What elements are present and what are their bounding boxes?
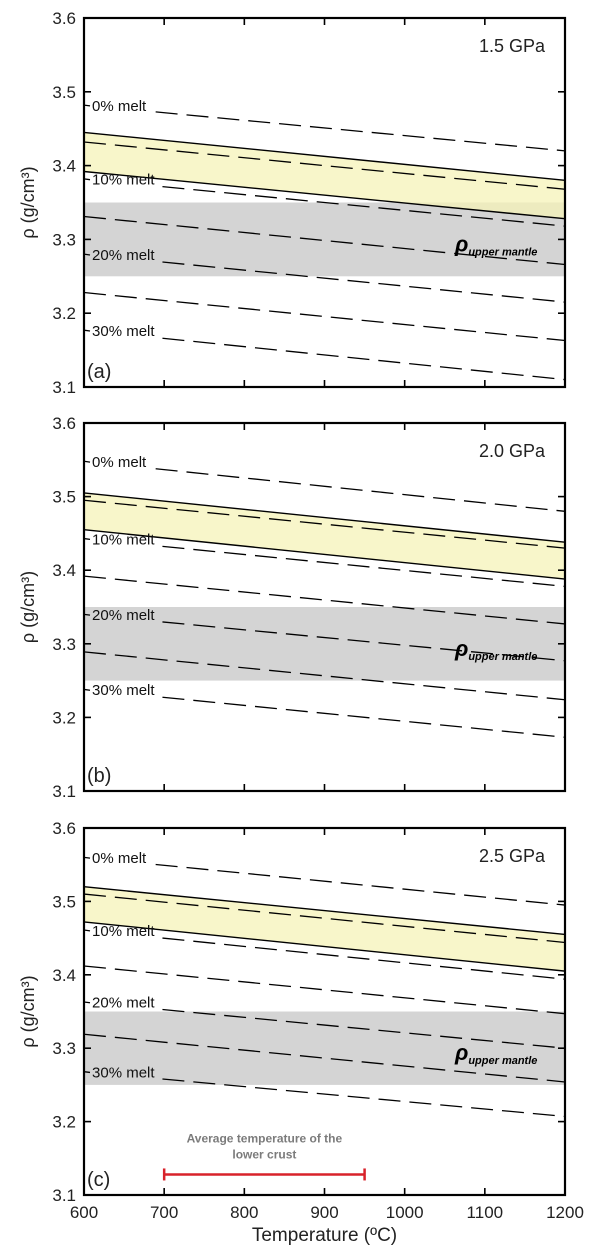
panel-c: 0% melt 10% melt 20% melt 30% melt ρupper ma…	[18, 819, 584, 1246]
pressure-label: 2.5 GPa	[479, 846, 546, 866]
y-tick-label: 3.6	[52, 9, 76, 28]
pressure-label: 2.0 GPa	[479, 441, 546, 461]
x-tick-label: 600	[70, 1203, 98, 1222]
x-tick-label: 1000	[386, 1203, 424, 1222]
density-band-upper-line	[83, 492, 566, 543]
y-tick-label: 3.3	[52, 230, 76, 249]
y-axis-label: ρ (g/cm³)	[18, 571, 38, 643]
melt-line	[155, 111, 566, 152]
y-tick-label: 3.5	[52, 83, 76, 102]
upper-mantle-density-band	[84, 1011, 565, 1085]
y-tick-label: 3.5	[52, 488, 76, 507]
panel-label: (b)	[87, 765, 111, 787]
density-band-fill	[84, 492, 565, 580]
melt-line	[83, 291, 566, 342]
upper-mantle-label: ρupper mantle	[454, 636, 537, 663]
upper-mantle-label-rho: ρ	[454, 636, 468, 661]
melt-label: 30% melt	[92, 1064, 155, 1081]
upper-mantle-density-band	[84, 202, 565, 277]
lower-crust-label: Average temperature of the	[187, 1131, 343, 1145]
melt-line	[162, 621, 566, 662]
melt-label: 10% melt	[92, 923, 155, 940]
melt-line	[83, 499, 566, 549]
upper-mantle-density-band	[84, 607, 565, 681]
upper-mantle-label-rho: ρ	[454, 1040, 468, 1065]
panel-label: (a)	[87, 361, 111, 383]
melt-label: 30% melt	[92, 682, 155, 699]
y-tick-label: 3.1	[52, 1186, 76, 1205]
melt-line	[83, 1033, 566, 1083]
melt-line	[162, 185, 566, 227]
melt-label: 0% melt	[92, 454, 147, 471]
panel-b: 0% melt 10% melt 20% melt 30% melt ρupper ma…	[18, 414, 567, 801]
y-tick-label: 3.4	[52, 966, 76, 985]
melt-label: 10% melt	[92, 172, 155, 189]
melt-line	[162, 937, 566, 980]
upper-mantle-label: ρupper mantle	[454, 1040, 537, 1067]
upper-mantle-label-sub: upper mantle	[468, 651, 537, 663]
density-band-lower-line	[83, 921, 566, 972]
density-band-lower-line	[83, 529, 566, 580]
y-tick-label: 3.1	[52, 378, 76, 397]
y-tick-label: 3.2	[52, 304, 76, 323]
melt-line	[162, 261, 566, 303]
upper-mantle-label-sub: upper mantle	[468, 1055, 537, 1067]
melt-line	[83, 575, 566, 625]
pressure-label: 1.5 GPa	[479, 36, 546, 56]
melt-line	[155, 468, 566, 512]
y-tick-label: 3.3	[52, 635, 76, 654]
melt-line	[83, 651, 566, 701]
density-band-upper-line	[83, 131, 566, 182]
melt-line	[83, 215, 566, 266]
panel-label: (c)	[87, 1169, 110, 1191]
melt-label: 0% melt	[92, 98, 147, 115]
y-tick-label: 3.4	[52, 157, 76, 176]
melt-line	[155, 863, 566, 906]
y-tick-label: 3.4	[52, 561, 76, 580]
melt-label: 20% melt	[92, 247, 155, 264]
x-tick-label: 1100	[467, 1203, 504, 1222]
melt-label: 20% melt	[92, 607, 155, 624]
x-axis-label: Temperature (ºC)	[252, 1225, 397, 1246]
melt-line	[83, 141, 566, 190]
density-band-lower-line	[83, 170, 566, 220]
upper-mantle-label: ρupper mantle	[454, 231, 537, 258]
melt-label: 0% melt	[92, 850, 147, 867]
upper-mantle-label-sub: upper mantle	[468, 246, 537, 258]
density-band-fill	[84, 132, 565, 219]
lower-crust-label: lower crust	[232, 1147, 296, 1161]
melt-line	[83, 965, 566, 1015]
x-tick-label: 900	[310, 1203, 338, 1222]
x-tick-label: 700	[150, 1203, 178, 1222]
melt-label: 10% melt	[92, 531, 155, 548]
melt-line	[83, 893, 566, 944]
melt-line	[162, 1078, 566, 1118]
melt-line	[162, 337, 566, 381]
y-tick-label: 3.6	[52, 819, 76, 838]
melt-label: 30% melt	[92, 323, 155, 340]
y-tick-label: 3.3	[52, 1039, 76, 1058]
y-tick-label: 3.6	[52, 414, 76, 433]
y-tick-label: 3.2	[52, 708, 76, 727]
melt-line	[162, 545, 566, 588]
y-axis-label: ρ (g/cm³)	[18, 166, 38, 238]
x-tick-label: 1200	[546, 1203, 584, 1222]
panel-a: 0% melt 10% melt 20% melt 30% melt ρupper ma…	[18, 9, 567, 397]
y-tick-label: 3.1	[52, 782, 76, 801]
y-tick-label: 3.2	[52, 1113, 76, 1132]
upper-mantle-label-rho: ρ	[454, 231, 468, 256]
melt-line	[162, 696, 566, 738]
density-band-fill	[84, 886, 565, 972]
y-tick-label: 3.5	[52, 892, 76, 911]
melt-label: 20% melt	[92, 995, 155, 1012]
y-axis-label: ρ (g/cm³)	[18, 975, 38, 1047]
melt-line	[162, 1008, 566, 1049]
density-band-upper-line	[83, 886, 566, 936]
x-tick-label: 800	[230, 1203, 258, 1222]
